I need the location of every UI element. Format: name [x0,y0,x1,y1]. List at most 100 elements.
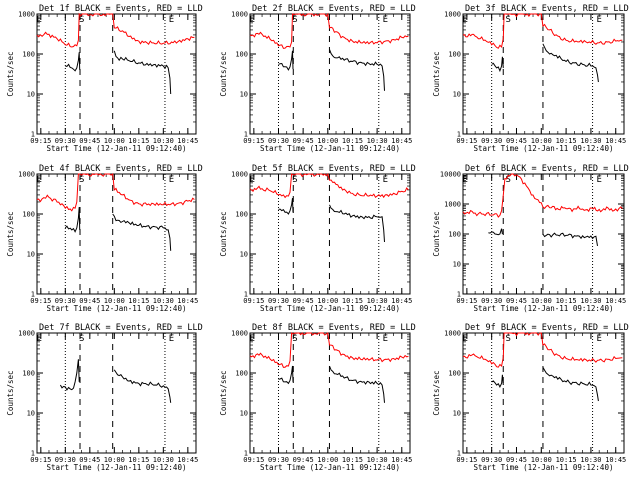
y-tick-label: 10 [453,91,461,99]
interval-marker-E: E [169,15,174,25]
interval-marker-E: E [462,175,467,185]
event-rate-series [278,198,294,215]
interval-marker-E: E [383,175,388,185]
y-tick-label: 10 [27,410,35,418]
y-tick-label: 10 [240,410,248,418]
y-tick-label: 1 [457,450,461,458]
x-tick-label: 09:15 [456,297,477,305]
y-tick-label: 10 [240,91,248,99]
lld-rate-series [462,13,623,49]
x-tick-label: 10:45 [391,297,412,305]
interval-marker-E: E [383,334,388,344]
plot-frame [36,13,197,135]
plot-frame [249,13,411,135]
x-tick-label: 10:00 [317,456,338,464]
interval-marker-E: E [249,334,254,344]
x-tick-label: 09:30 [55,137,76,145]
x-tick-label: 09:15 [456,137,477,145]
x-tick-label: 10:45 [605,297,626,305]
x-tick-label: 09:15 [30,137,51,145]
x-tick-label: 10:30 [153,456,174,464]
x-tick-label: 10:15 [128,297,149,305]
interval-marker-E: E [249,175,254,185]
y-tick-label: 100 [235,370,248,378]
event-rate-series [491,56,504,73]
x-tick-label: 09:15 [243,456,264,464]
panel-4: Det 4f BLACK = Events, RED = LLD 1 10 100 10… [6,164,203,313]
y-tick-label: 1 [457,291,461,299]
event-rate-series [329,365,385,403]
x-tick-label: 10:15 [342,137,363,145]
x-tick-label: 10:30 [580,456,601,464]
panel-title: Det 5f BLACK = Events, RED = LLD [252,164,416,174]
y-tick-label: 100 [448,51,461,59]
panel-1: Det 1f BLACK = Events, RED = LLD 1 10 100 10… [6,4,203,153]
x-tick-label: 10:45 [605,137,626,145]
event-rate-series [113,50,172,95]
interval-marker-S: S [506,175,511,185]
event-rate-series [278,50,294,71]
x-axis-label: Start Time (12-Jan-11 09:12:40) [474,463,614,472]
interval-marker-E: E [383,15,388,25]
y-tick-label: 1000 [18,171,35,179]
y-tick-label: 1000 [18,11,35,19]
x-tick-label: 09:45 [293,297,314,305]
y-tick-label: 1 [244,291,248,299]
interval-marker-E: E [462,15,467,25]
x-tick-label: 10:15 [342,456,363,464]
event-rate-series [278,365,294,385]
interval-marker-E: E [462,334,467,344]
x-tick-label: 09:15 [243,297,264,305]
panel-7: Det 7f BLACK = Events, RED = LLD 1 10 100 10… [6,323,203,472]
y-tick-label: 1000 [231,330,248,338]
x-tick-label: 09:15 [30,297,51,305]
event-rate-series [329,204,385,243]
interval-marker-E: E [169,175,174,185]
x-tick-label: 09:15 [30,456,51,464]
x-tick-label: 10:45 [177,456,198,464]
interval-marker-S: S [79,334,84,344]
x-axis-label: Start Time (12-Jan-11 09:12:40) [260,304,400,313]
lld-rate-series [249,332,409,368]
event-rate-series [542,366,599,402]
plot-frame [36,332,197,454]
panel-title: Det 7f BLACK = Events, RED = LLD [39,323,203,333]
y-tick-label: 1000 [231,171,248,179]
y-tick-label: 1000 [444,11,461,19]
panel-5: Det 5f BLACK = Events, RED = LLD 1 10 100 10… [219,164,416,313]
plot-frame [249,173,411,295]
y-tick-label: 100 [22,211,35,219]
event-rate-series [59,359,80,391]
panel-title: Det 9f BLACK = Events, RED = LLD [465,323,629,333]
x-tick-label: 10:45 [177,137,198,145]
x-tick-label: 10:00 [531,137,552,145]
x-tick-label: 10:15 [556,137,577,145]
y-tick-label: 1 [31,291,35,299]
x-tick-label: 09:30 [55,456,76,464]
x-tick-label: 10:15 [128,137,149,145]
y-tick-label: 10 [27,91,35,99]
y-tick-label: 100 [235,211,248,219]
panel-title: Det 1f BLACK = Events, RED = LLD [39,4,203,14]
interval-marker-S: S [79,15,84,25]
x-tick-label: 09:45 [79,456,100,464]
interval-marker-S: S [292,334,297,344]
y-tick-label: 10000 [440,171,461,179]
x-axis-label: Start Time (12-Jan-11 09:12:40) [260,463,400,472]
x-tick-label: 09:45 [79,297,100,305]
x-tick-label: 09:45 [506,456,527,464]
y-axis-label: Counts/sec [6,51,15,96]
y-tick-label: 1000 [231,11,248,19]
lld-rate-series [462,173,623,218]
x-tick-label: 10:30 [153,297,174,305]
panel-title: Det 3f BLACK = Events, RED = LLD [465,4,629,14]
x-tick-label: 10:45 [177,297,198,305]
plot-frame [462,332,625,454]
event-rate-series [542,232,598,246]
x-tick-label: 10:30 [367,456,388,464]
event-rate-series [112,213,172,251]
event-rate-series [329,49,385,91]
x-axis-label: Start Time (12-Jan-11 09:12:40) [474,304,614,313]
x-tick-label: 09:45 [506,137,527,145]
event-rate-series [491,374,504,389]
